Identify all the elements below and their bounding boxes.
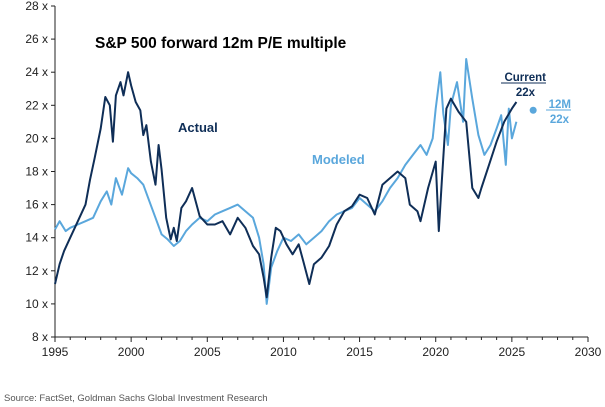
y-tick-label: 16 x bbox=[25, 198, 48, 212]
x-tick-label: 2000 bbox=[118, 345, 145, 359]
source-note: Source: FactSet, Goldman Sachs Global In… bbox=[4, 393, 268, 404]
x-axis-ticks: 1995 2000 2005 2010 2015 2020 2025 2030 bbox=[42, 337, 602, 359]
x-tick-label: 2030 bbox=[575, 345, 602, 359]
x-tick-label: 2005 bbox=[194, 345, 221, 359]
y-tick-label: 8 x bbox=[32, 330, 48, 344]
y-tick-label: 24 x bbox=[25, 65, 48, 79]
y-tick-label: 18 x bbox=[25, 165, 48, 179]
x-tick-label: 2025 bbox=[499, 345, 526, 359]
series-line-actual bbox=[54, 71, 518, 299]
chart-title: S&P 500 forward 12m P/E multiple bbox=[95, 35, 347, 52]
x-tick-label: 1995 bbox=[42, 345, 69, 359]
annotation-current-value: 22x bbox=[516, 87, 536, 99]
y-tick-label: 28 x bbox=[25, 0, 48, 13]
model-12m-point bbox=[529, 106, 537, 114]
x-tick-label: 2020 bbox=[422, 345, 449, 359]
annotation-modeled: Modeled bbox=[312, 152, 365, 167]
axes bbox=[54, 6, 588, 338]
y-axis-ticks: 8 x 10 x 12 x 14 x 16 x 18 x 20 x 22 x 24 x 26 x 2… bbox=[25, 0, 55, 344]
y-tick-label: 14 x bbox=[25, 231, 48, 245]
y-tick-label: 22 x bbox=[25, 98, 48, 112]
y-tick-label: 20 x bbox=[25, 131, 48, 145]
y-tick-label: 10 x bbox=[25, 297, 48, 311]
annotation-actual: Actual bbox=[178, 120, 218, 135]
annotation-current-label: Current bbox=[504, 72, 546, 84]
annotation-12m-value: 22x bbox=[550, 114, 570, 126]
x-tick-label: 2015 bbox=[346, 345, 373, 359]
y-tick-label: 12 x bbox=[25, 264, 48, 278]
x-tick-label: 2010 bbox=[270, 345, 297, 359]
annotation-12m-label: 12M bbox=[549, 99, 571, 111]
series-line-modeled bbox=[54, 58, 518, 305]
y-tick-label: 26 x bbox=[25, 32, 48, 46]
